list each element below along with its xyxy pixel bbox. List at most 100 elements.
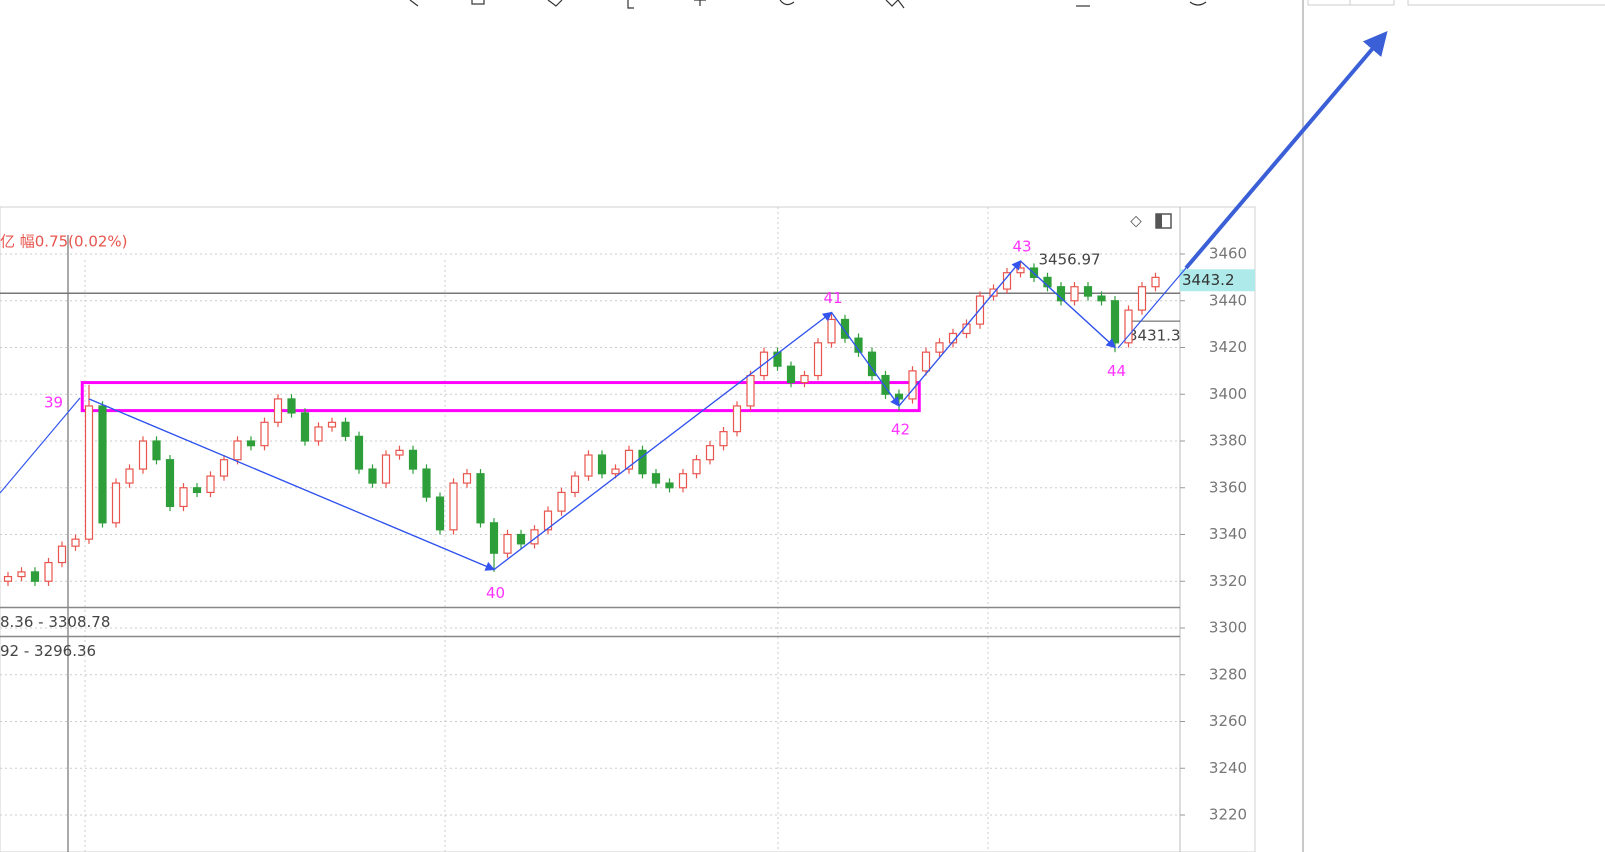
wave-label: 42 [891,420,910,438]
candle-body [1110,300,1120,344]
trend-lead [0,397,81,494]
candle-body [30,571,40,582]
y-tick-label: 3300 [1209,619,1247,637]
candle-body [827,318,836,344]
candle-body [584,454,593,477]
candle-body [1124,309,1133,344]
wave-label: 39 [44,393,63,411]
candle-body [935,342,944,353]
y-tick-label: 3460 [1209,245,1247,263]
candle-body [71,538,80,547]
candle-body [125,468,134,484]
last-price-box [1180,269,1255,292]
candle-body [1097,295,1106,302]
candle-body [476,473,485,524]
candle-body [543,510,553,531]
icon[interactable] [547,0,563,7]
candle-body [422,468,431,498]
candle-body [719,431,728,447]
wave-label: 40 [486,584,505,602]
candle-body [368,468,377,484]
candle-body [300,412,310,442]
candle-body [1083,286,1093,297]
candle-body [1151,276,1160,288]
candle-body [111,482,121,524]
zigzag [88,260,1116,571]
icon[interactable] [1189,1,1207,6]
y-tick-label: 3240 [1209,759,1247,777]
y-tick-label: 3340 [1209,525,1247,543]
candle-body [152,440,161,461]
candle-body [84,405,94,540]
last-price-label: 3443.2 [1182,271,1235,289]
panel-icon-fill [1156,214,1162,228]
candle-body [273,398,283,423]
toolbar [409,0,1207,9]
range-label: 8.36 - 3308.78 [0,613,110,631]
chart-frame [0,206,1256,852]
candle-body [786,365,796,384]
candle-body [921,351,931,372]
icon[interactable] [694,0,706,6]
candle-body [773,351,782,367]
candle-body [327,421,337,428]
trend-extension [1117,267,1187,349]
candle-body [314,426,323,442]
candle-body [624,449,634,470]
candle-body [692,459,701,475]
candle-body [98,405,107,524]
candle-body [611,468,620,475]
y-tick-label: 3420 [1209,338,1247,356]
vgrid [84,207,989,852]
y-tick-label: 3380 [1209,432,1247,450]
plot: 8.36 - 3308.78 92 - 3296.36 3431.3 3456.97 3… [0,238,1180,816]
panel-tab[interactable] [1307,0,1395,6]
candle-body [894,393,904,400]
candle-body [638,449,647,475]
candle-body [192,487,202,494]
candle-body [597,454,607,475]
range-box [80,381,921,413]
candle-body [3,575,13,582]
icon[interactable] [471,0,485,5]
candle-body [165,459,175,508]
candle-body [287,398,296,414]
candle-body [800,374,809,384]
y-tick-label: 3260 [1209,712,1247,730]
candle-body [503,533,512,554]
icon[interactable] [779,0,795,6]
icon[interactable] [627,0,634,9]
candle-body [840,318,850,339]
candle-body [246,440,256,447]
candle-body [1070,286,1079,302]
header-text: 亿 幅0.75(0.02%) [0,233,128,251]
candle-body [260,421,269,447]
candle-body [138,440,148,470]
candle-body [678,473,688,489]
range-label: 92 - 3296.36 [0,642,96,660]
candle-body [881,374,890,395]
candle-body [462,473,472,484]
diamond-icon[interactable]: ◇ [1130,212,1142,230]
panel-input[interactable] [1407,0,1605,6]
y-tick-label: 3400 [1209,385,1247,403]
y-tick-label: 3320 [1209,572,1247,590]
candle-body [395,449,404,456]
candle-body [341,421,350,437]
candle-body [570,475,580,494]
y-tick-label: 3360 [1209,478,1247,496]
candle-body [179,487,188,508]
icon[interactable] [409,0,419,7]
candle-body [1016,267,1025,274]
candle-body [381,454,391,484]
candle-body [746,374,755,407]
projection-arrow [1184,30,1388,270]
icon[interactable] [885,0,905,9]
y-tick-label: 3220 [1209,806,1247,824]
y-axis: 3220 3240 3260 3280 3300 3320 3340 3360 3380 3400… [1180,245,1255,824]
candle-body [516,533,526,545]
candle-body [665,482,674,489]
candle-body [1137,286,1147,311]
candle-body [233,440,242,461]
